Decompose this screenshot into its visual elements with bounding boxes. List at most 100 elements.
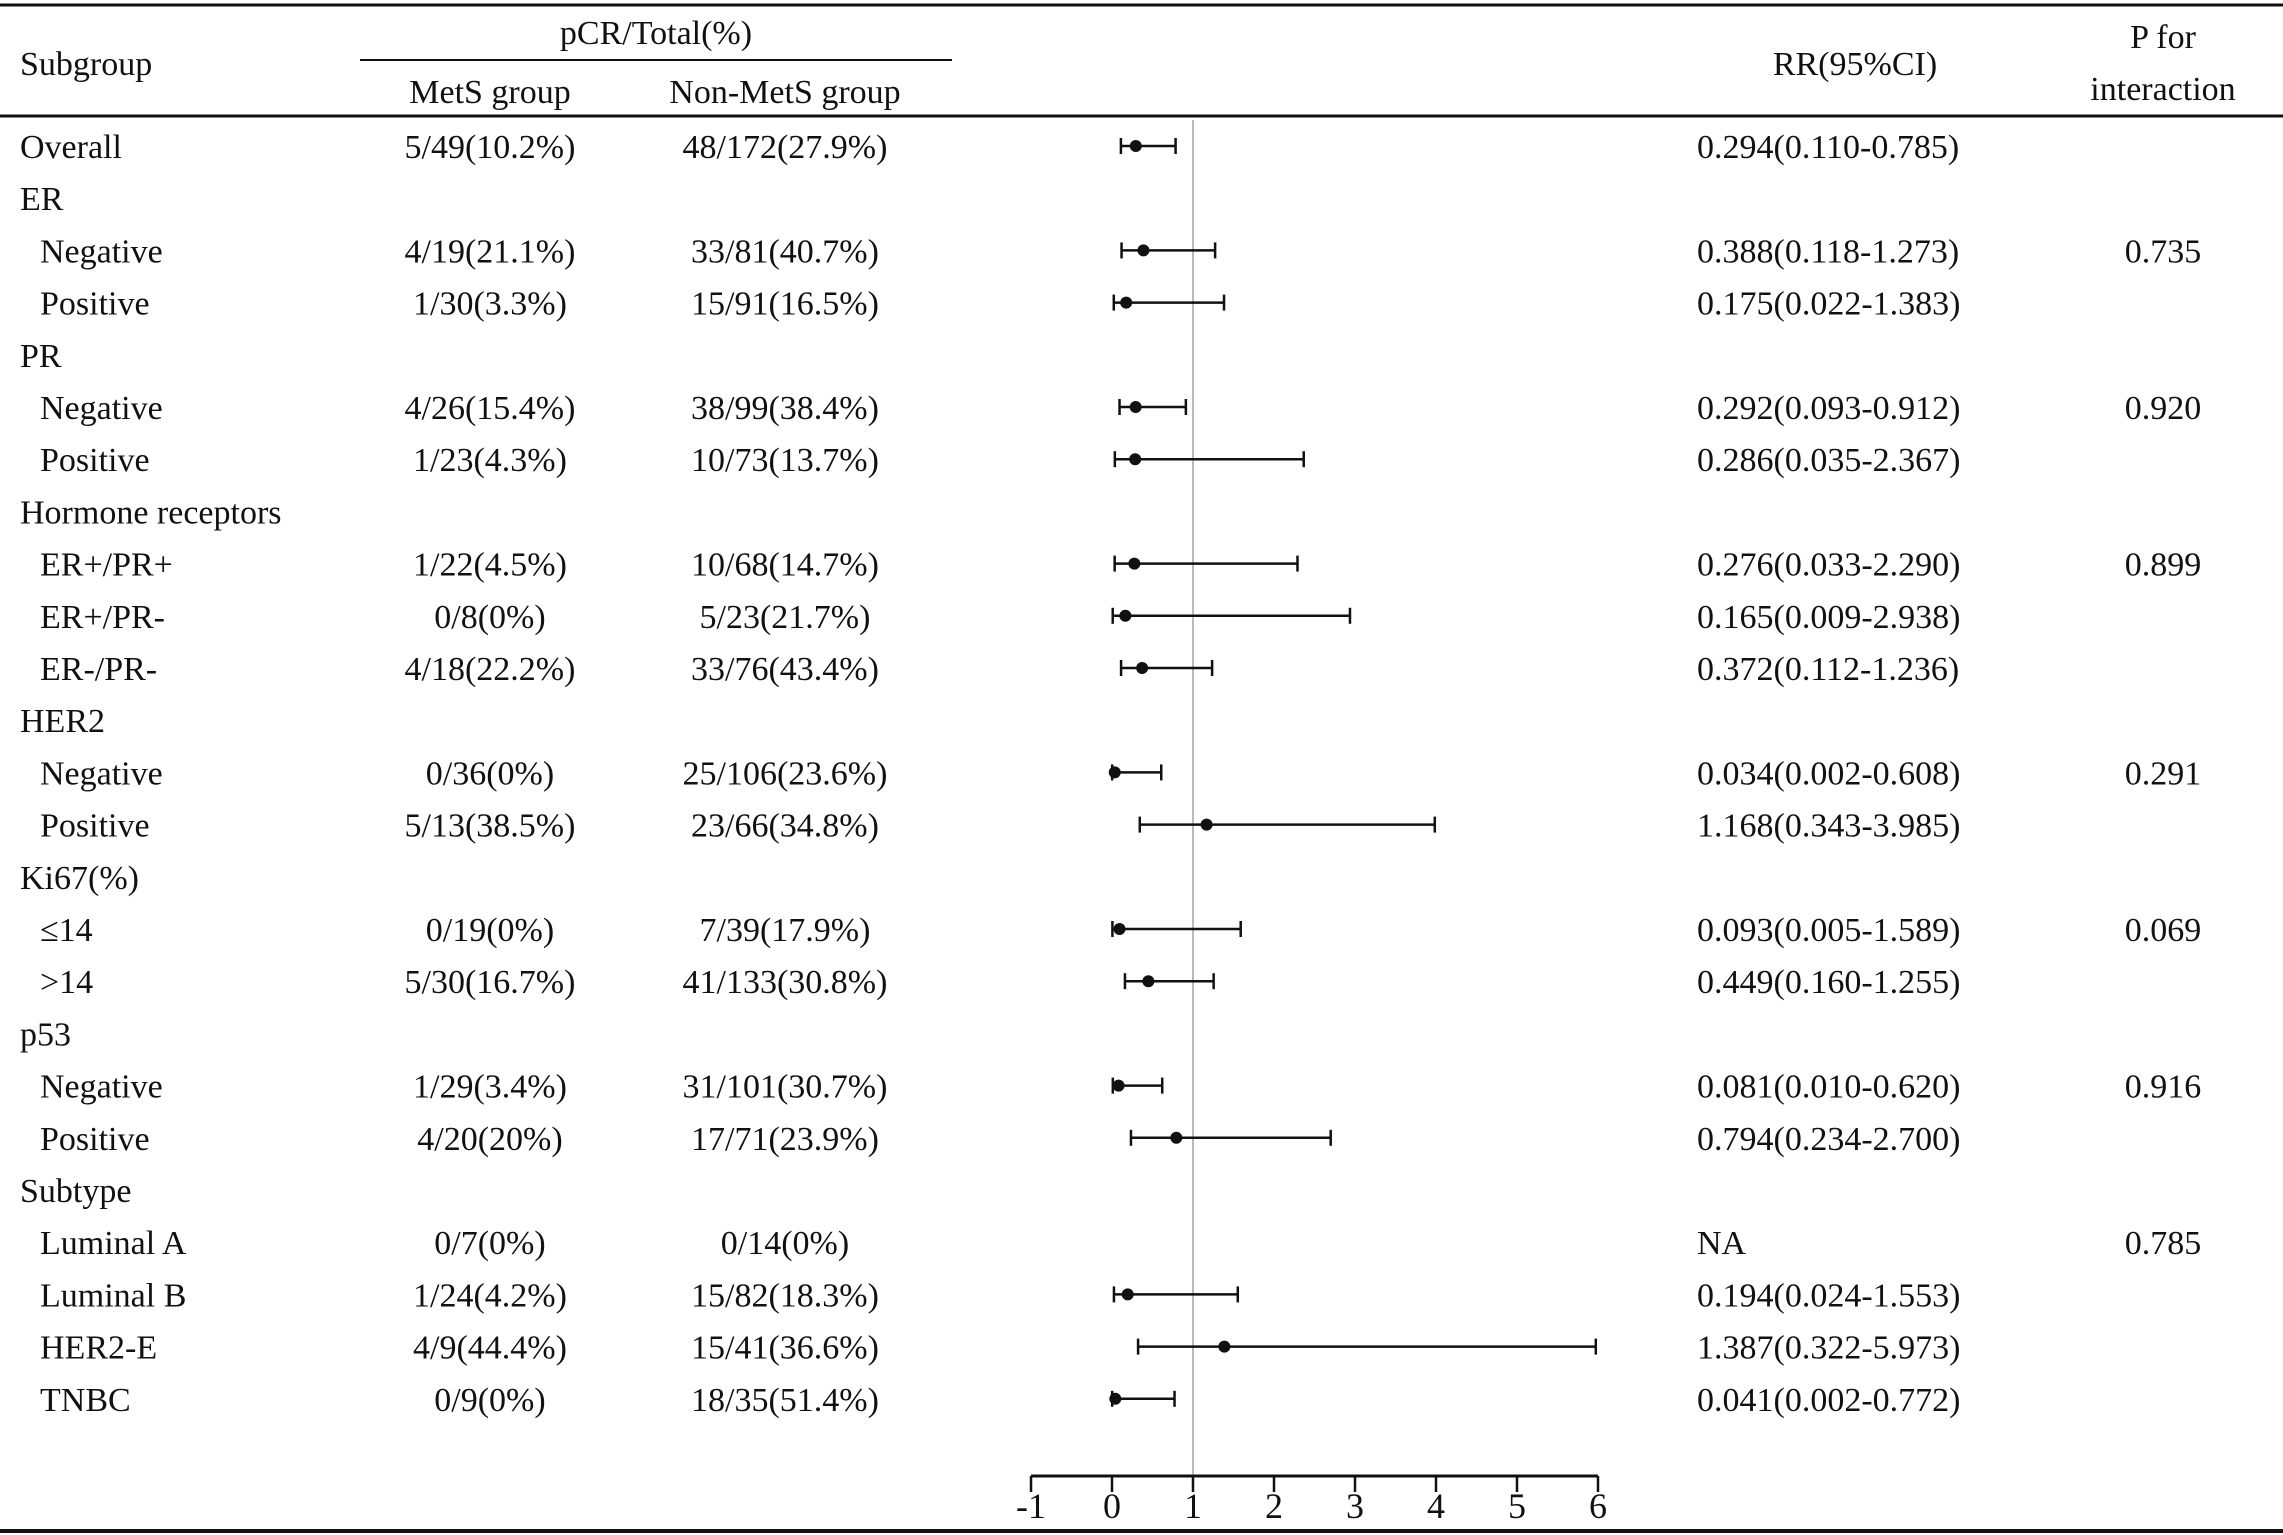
row-label: PR [20, 338, 62, 375]
mets-value: 0/36(0%) [426, 755, 554, 792]
rr-value: 0.372(0.112-1.236) [1697, 651, 1959, 688]
point-estimate [1119, 609, 1132, 622]
table-row: Negative 1/29(3.4%) 31/101(30.7%) 0.081(0.0… [40, 1069, 2201, 1106]
row-label: HER2 [20, 703, 105, 740]
x-tick-label: 3 [1346, 1486, 1364, 1526]
p-interaction-value: 0.785 [2125, 1225, 2202, 1262]
rr-value: 0.388(0.118-1.273) [1697, 233, 1959, 270]
p-interaction-value: 0.069 [2125, 912, 2202, 949]
table-row: Overall 5/49(10.2%) 48/172(27.9%) 0.294(0.1… [20, 129, 1959, 166]
table-row: ≤14 0/19(0%) 7/39(17.9%) 0.093(0.005-1.589)… [40, 912, 2201, 949]
x-tick-label: -1 [1016, 1486, 1046, 1526]
mets-value: 0/8(0%) [434, 599, 545, 636]
table-row: TNBC 0/9(0%) 18/35(51.4%) 0.041(0.002-0.772… [40, 1382, 1960, 1419]
table-row: Positive 1/23(4.3%) 10/73(13.7%) 0.286(0.03… [40, 442, 1960, 479]
header-rr: RR(95%CI) [1773, 46, 1937, 83]
mets-value: 0/9(0%) [434, 1382, 545, 1419]
group-header-row: Hormone receptors [20, 494, 282, 531]
nonmets-value: 7/39(17.9%) [700, 912, 871, 949]
p-interaction-value: 0.920 [2125, 390, 2202, 427]
nonmets-value: 38/99(38.4%) [691, 390, 879, 427]
p-interaction-value: 0.899 [2125, 547, 2202, 584]
row-label: Positive [40, 442, 150, 479]
nonmets-value: 15/82(18.3%) [691, 1277, 879, 1314]
table-row: Negative 4/19(21.1%) 33/81(40.7%) 0.388(0.1… [40, 233, 2201, 270]
mets-value: 4/26(15.4%) [405, 390, 576, 427]
point-estimate [1112, 1079, 1125, 1092]
row-label: Luminal A [40, 1225, 187, 1262]
row-label: ≤14 [40, 912, 93, 949]
mets-value: 4/9(44.4%) [413, 1330, 567, 1367]
row-label: ER-/PR- [40, 651, 157, 688]
table-row: ER-/PR- 4/18(22.2%) 33/76(43.4%) 0.372(0.11… [40, 651, 1959, 688]
mets-value: 1/23(4.3%) [413, 442, 567, 479]
rr-value: NA [1697, 1225, 1747, 1262]
mets-value: 1/30(3.3%) [413, 286, 567, 323]
nonmets-value: 10/73(13.7%) [691, 442, 879, 479]
rr-value: 1.168(0.343-3.985) [1697, 808, 1960, 845]
mets-value: 1/24(4.2%) [413, 1277, 567, 1314]
row-label: ER+/PR+ [40, 547, 173, 584]
row-label: >14 [40, 964, 93, 1001]
table-row: >14 5/30(16.7%) 41/133(30.8%) 0.449(0.160-1… [40, 964, 1960, 1001]
row-label: Positive [40, 808, 150, 845]
header-p-line1: P for [2130, 19, 2196, 56]
nonmets-value: 15/41(36.6%) [691, 1330, 879, 1367]
point-estimate [1113, 923, 1126, 935]
header-p-line2: interaction [2090, 71, 2235, 108]
mets-value: 5/13(38.5%) [405, 808, 576, 845]
rr-value: 0.175(0.022-1.383) [1697, 286, 1960, 323]
group-header-row: ER [20, 181, 64, 218]
x-tick-label: 2 [1265, 1486, 1283, 1526]
nonmets-value: 33/76(43.4%) [691, 651, 879, 688]
header-mets: MetS group [409, 74, 571, 111]
rr-value: 0.081(0.010-0.620) [1697, 1069, 1960, 1106]
point-estimate [1129, 453, 1142, 466]
mets-value: 1/22(4.5%) [413, 547, 567, 584]
point-estimate [1108, 766, 1121, 779]
row-label: p53 [20, 1016, 71, 1053]
x-tick-label: 0 [1103, 1486, 1121, 1526]
rr-value: 0.093(0.005-1.589) [1697, 912, 1960, 949]
rr-value: 0.449(0.160-1.255) [1697, 964, 1960, 1001]
mets-value: 4/18(22.2%) [405, 651, 576, 688]
rr-value: 0.165(0.009-2.938) [1697, 599, 1960, 636]
x-tick-label: 6 [1589, 1486, 1607, 1526]
group-header-row: p53 [20, 1016, 71, 1053]
point-estimate [1136, 662, 1149, 674]
table-row: HER2-E 4/9(44.4%) 15/41(36.6%) 1.387(0.322-… [40, 1330, 1960, 1367]
table-row: Negative 4/26(15.4%) 38/99(38.4%) 0.292(0.0… [40, 390, 2201, 427]
p-interaction-value: 0.735 [2125, 233, 2202, 270]
row-label: Positive [40, 286, 150, 323]
point-estimate [1121, 1288, 1134, 1301]
x-tick-label: 1 [1184, 1486, 1202, 1526]
mets-value: 4/19(21.1%) [405, 233, 576, 270]
mets-value: 5/49(10.2%) [405, 129, 576, 166]
row-label: Positive [40, 1121, 150, 1158]
row-label: Negative [40, 233, 163, 270]
x-tick-label: 4 [1427, 1486, 1445, 1526]
point-estimate [1128, 557, 1141, 570]
row-label: Negative [40, 755, 163, 792]
table-row: Positive 4/20(20%) 17/71(23.9%) 0.794(0.234… [40, 1121, 1960, 1158]
row-label: Overall [20, 129, 122, 166]
header-nonmets: Non-MetS group [669, 74, 900, 111]
point-estimate [1142, 975, 1155, 988]
table-row: ER+/PR+ 1/22(4.5%) 10/68(14.7%) 0.276(0.033… [40, 547, 2201, 584]
mets-value: 5/30(16.7%) [405, 964, 576, 1001]
rr-value: 0.194(0.024-1.553) [1697, 1277, 1960, 1314]
row-label: TNBC [40, 1382, 131, 1419]
row-label: HER2-E [40, 1330, 157, 1367]
point-estimate [1129, 140, 1142, 152]
header-subgroup: Subgroup [20, 46, 152, 83]
rr-value: 0.292(0.093-0.912) [1697, 390, 1960, 427]
row-label: Luminal B [40, 1277, 186, 1314]
nonmets-value: 48/172(27.9%) [683, 129, 888, 166]
group-header-row: Subtype [20, 1173, 131, 1210]
group-header-row: Ki67(%) [20, 860, 139, 897]
rr-value: 1.387(0.322-5.973) [1697, 1330, 1960, 1367]
point-estimate [1120, 296, 1133, 309]
nonmets-value: 23/66(34.8%) [691, 808, 879, 845]
table-row: Luminal A 0/7(0%) 0/14(0%) NA 0.785 [40, 1225, 2201, 1262]
